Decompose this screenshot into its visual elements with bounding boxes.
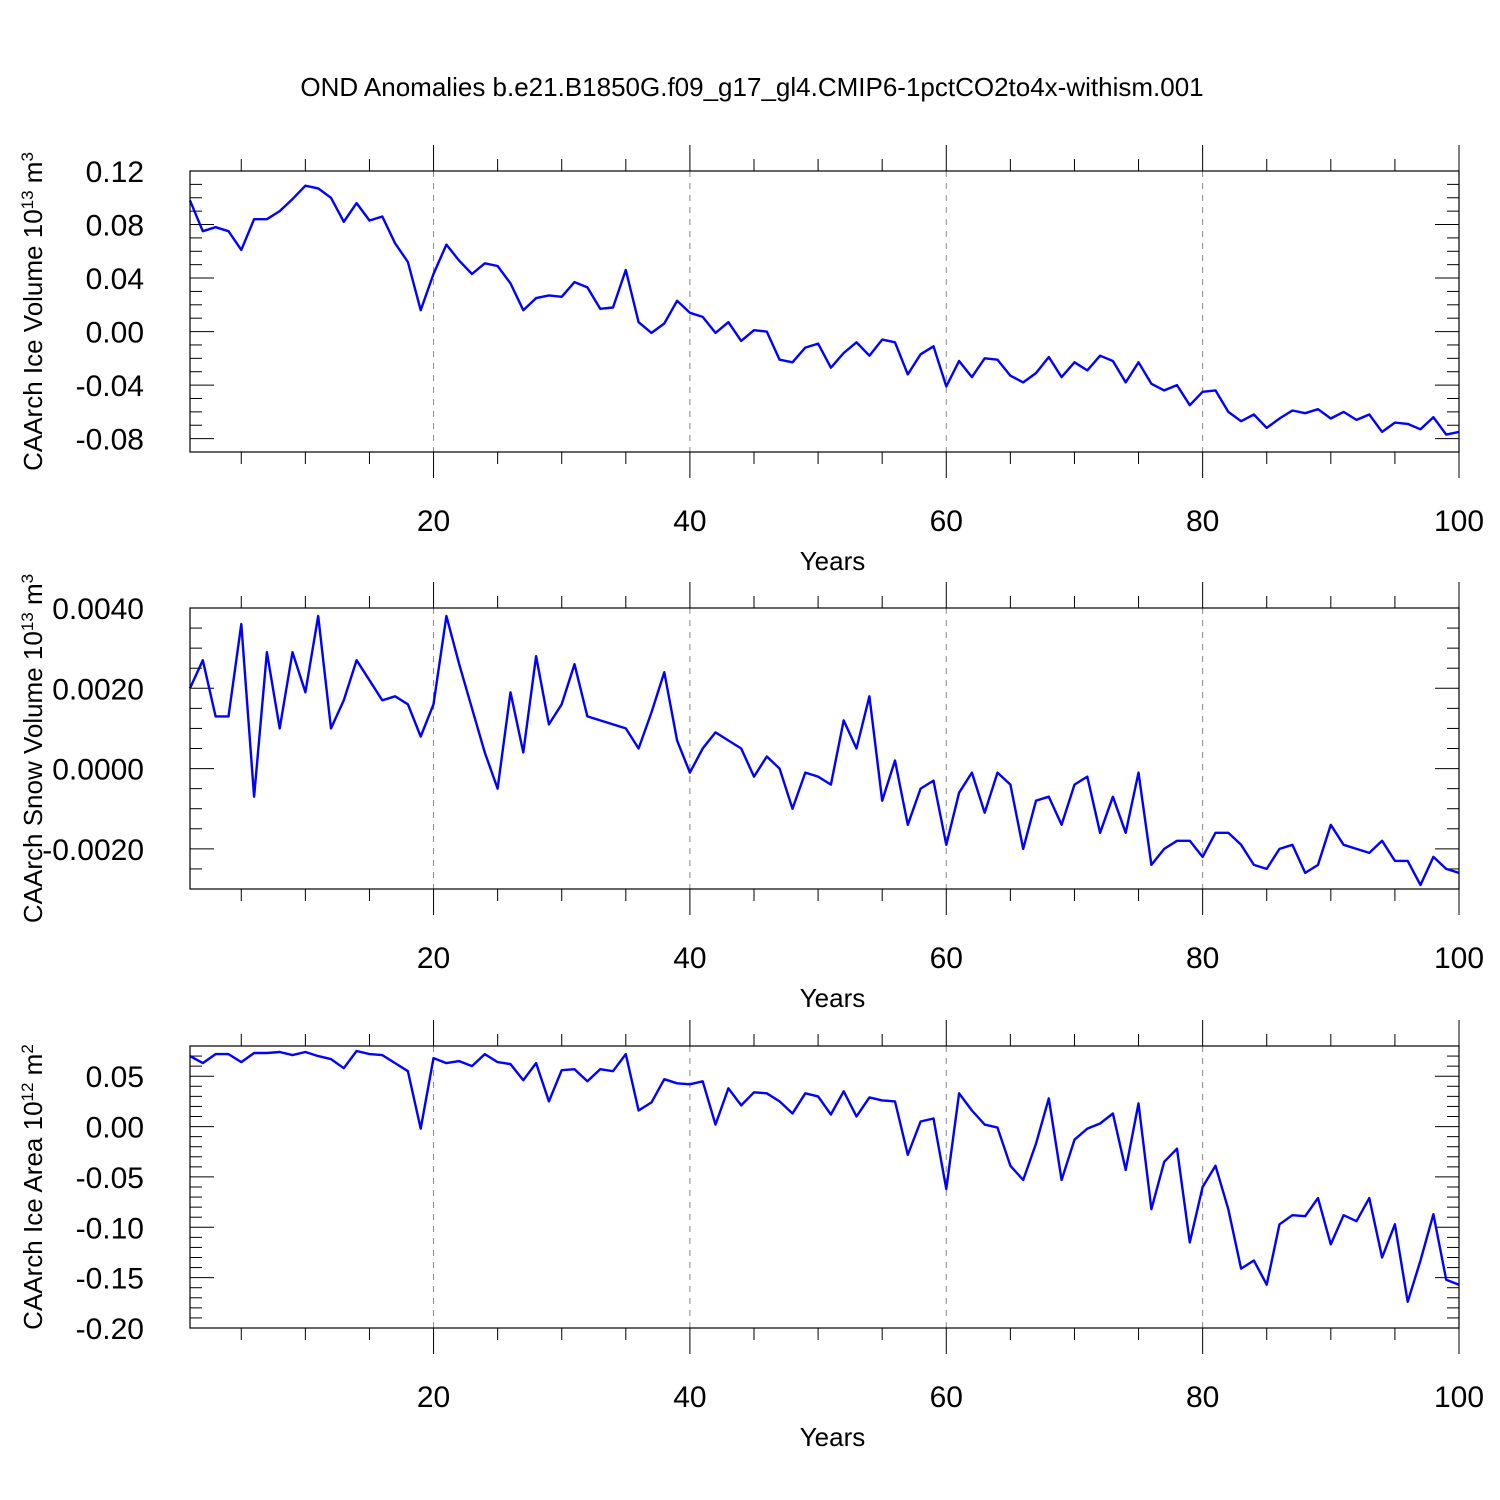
panel-2: -0.0020 0.0000 0.0020 0.0040 20 40 60 80 100 Year…	[18, 574, 1485, 1013]
panel-3: -0.20 -0.15 -0.10 -0.05 0.00 0.05 20 40 60 80 100 Y…	[18, 1020, 1484, 1452]
x-tick-label: 100	[1434, 1381, 1484, 1414]
y-tick-label: -0.15	[76, 1263, 144, 1296]
y-axis-label-part-2: m	[18, 162, 48, 191]
y-tick-label: 0.0020	[52, 673, 144, 706]
y-axis-label: CAArch Snow Volume 1013 m3	[18, 574, 49, 923]
x-tick-label: 40	[673, 505, 706, 538]
panels: -0.08 -0.04 0.00 0.04 0.08 0.12 20 40 60 80 100 Yea…	[18, 145, 1485, 1452]
y-tick-label: -0.20	[76, 1313, 144, 1346]
x-axis-label: Years	[800, 1422, 866, 1452]
y-axis-label-part-0: CAArch Ice Area 10	[18, 1101, 48, 1329]
y-tick-label: -0.0020	[42, 834, 144, 867]
y-tick-label: 0.05	[86, 1061, 144, 1094]
x-tick-label: 80	[1186, 505, 1219, 538]
x-tick-label: 40	[673, 942, 706, 975]
y-tick-label: 0.08	[86, 210, 144, 243]
y-tick-label: 0.0000	[52, 754, 144, 787]
y-tick-label: -0.08	[76, 424, 144, 457]
x-tick-label: 60	[930, 1381, 963, 1414]
x-tick-label: 80	[1186, 1381, 1219, 1414]
series-line	[189, 1049, 1460, 1304]
figure-title: OND Anomalies b.e21.B1850G.f09_g17_gl4.C…	[300, 72, 1203, 102]
y-axis-label-part-1: 13	[18, 612, 37, 631]
x-tick-label: 20	[417, 505, 450, 538]
x-tick-label: 20	[417, 942, 450, 975]
y-axis-label-part-0: CAArch Snow Volume 10	[18, 631, 48, 923]
y-axis-label-part-3: 3	[18, 574, 37, 583]
x-tick-label: 60	[930, 942, 963, 975]
plot-frame	[189, 607, 1460, 890]
series-line	[188, 614, 1460, 887]
y-axis-label: CAArch Ice Area 1012 m2	[18, 1044, 49, 1330]
y-tick-label: -0.10	[76, 1212, 144, 1245]
y-axis-label-part-2: m	[18, 1054, 48, 1083]
plot-frame	[189, 170, 1460, 453]
series-line	[188, 184, 1460, 436]
x-axis-label: Years	[800, 546, 866, 576]
y-axis-label-part-3: 2	[18, 1044, 37, 1053]
x-tick-label: 20	[417, 1381, 450, 1414]
x-tick-label: 100	[1434, 505, 1484, 538]
y-axis-label-part-1: 13	[18, 190, 37, 209]
plot-frame	[189, 1045, 1460, 1329]
y-tick-label: -0.05	[76, 1162, 144, 1195]
y-tick-label: 0.04	[86, 263, 144, 296]
y-axis-label-part-3: 3	[18, 152, 37, 161]
y-tick-label: -0.04	[76, 370, 144, 403]
panel-1: -0.08 -0.04 0.00 0.04 0.08 0.12 20 40 60 80 100 Yea…	[18, 145, 1484, 576]
y-axis-label-part-2: m	[18, 583, 48, 612]
y-axis-label-part-0: CAArch Ice Volume 10	[18, 209, 48, 471]
x-tick-label: 80	[1186, 942, 1219, 975]
y-axis-label: CAArch Ice Volume 1013 m3	[18, 152, 49, 471]
x-tick-label: 40	[673, 1381, 706, 1414]
y-axis-label-part-1: 12	[18, 1083, 37, 1102]
y-tick-label: 0.00	[86, 1112, 144, 1145]
x-axis-label: Years	[800, 983, 866, 1013]
y-tick-label: 0.0040	[52, 593, 144, 626]
x-tick-label: 60	[930, 505, 963, 538]
y-tick-label: 0.00	[86, 317, 144, 350]
y-tick-label: 0.12	[86, 156, 144, 189]
x-tick-label: 100	[1434, 942, 1484, 975]
